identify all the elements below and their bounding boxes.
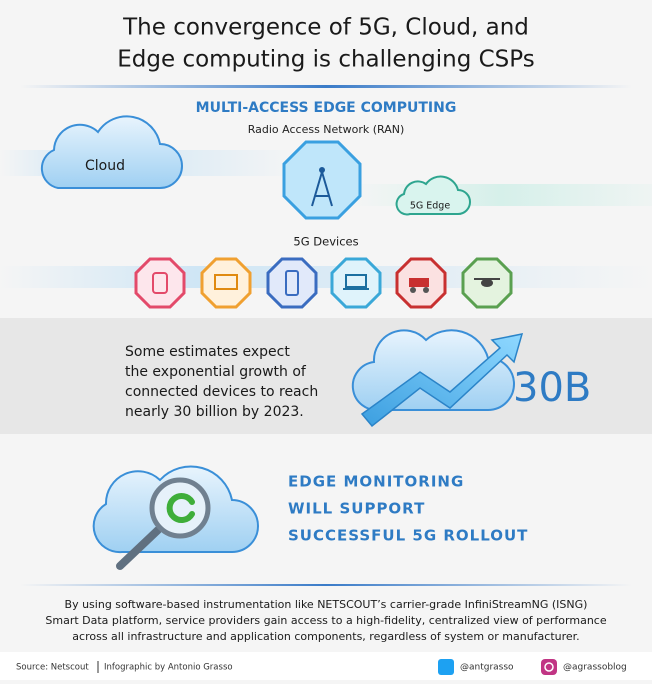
title-line: Edge computing is challenging CSPs: [117, 47, 534, 73]
instagram-icon: [541, 659, 557, 675]
body-line: Smart Data platform, service providers g…: [45, 614, 606, 627]
title-line: The convergence of 5G, Cloud, and: [122, 15, 529, 41]
monitoring-line: WILL SUPPORT: [288, 500, 425, 518]
twitter-handle[interactable]: @antgrasso: [460, 663, 514, 673]
tower-icon: [282, 140, 362, 220]
glow-band: [350, 184, 652, 206]
stat-line: nearly 30 billion by 2023.: [125, 404, 304, 420]
section-heading: MULTI-ACCESS EDGE COMPUTING: [196, 100, 457, 116]
instagram-icon: [544, 662, 554, 672]
magnifier: [149, 477, 211, 539]
growth-arrow: [360, 333, 524, 428]
credit: Infographic by Antonio Grasso: [104, 663, 233, 673]
magnifier-handle: [116, 526, 162, 570]
source: Source: Netscout: [16, 663, 89, 673]
logo: [166, 493, 195, 523]
stat-band: [0, 318, 652, 434]
glow-band: [0, 266, 652, 288]
stat-line: Some estimates expect: [125, 344, 290, 360]
cloud-label: Cloud: [85, 158, 125, 174]
edge-cloud: [395, 175, 471, 216]
stat-line: connected devices to reach: [125, 384, 318, 400]
devices-label: 5G Devices: [293, 235, 358, 249]
edge-label: 5G Edge: [410, 201, 450, 212]
monitoring-line: EDGE MONITORING: [288, 473, 464, 491]
device-icons: [134, 257, 513, 309]
instagram-handle[interactable]: @agrassoblog: [563, 663, 627, 673]
separator: [20, 584, 632, 586]
subheading: Radio Access Network (RAN): [248, 123, 405, 136]
stat-line: the exponential growth of: [125, 364, 307, 380]
tower: [311, 171, 333, 207]
tower: [319, 167, 325, 173]
monitoring-line: SUCCESSFUL 5G ROLLOUT: [288, 527, 528, 545]
growth-cloud: [351, 329, 515, 412]
separator: [20, 85, 632, 88]
twitter-icon: [438, 659, 454, 675]
cloud-icon: [40, 115, 183, 189]
body-line: By using software-based instrumentation …: [65, 598, 588, 611]
stat-figure: 30B: [513, 365, 591, 411]
body-line: across all infrastructure and applicatio…: [72, 630, 579, 643]
